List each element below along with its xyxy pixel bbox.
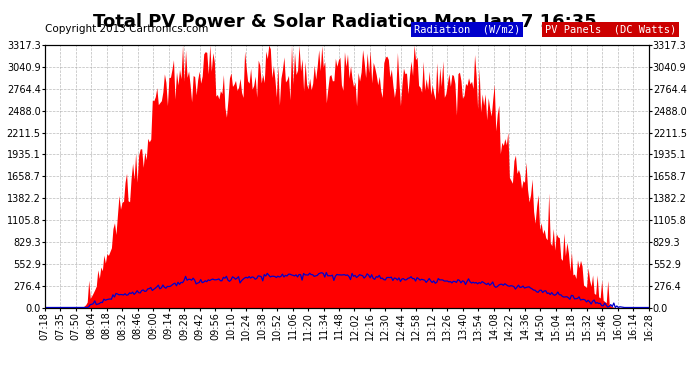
Text: PV Panels  (DC Watts): PV Panels (DC Watts) xyxy=(545,24,676,34)
Text: Radiation  (W/m2): Radiation (W/m2) xyxy=(414,24,520,34)
Text: Copyright 2013 Cartronics.com: Copyright 2013 Cartronics.com xyxy=(45,24,208,34)
Text: Total PV Power & Solar Radiation Mon Jan 7 16:35: Total PV Power & Solar Radiation Mon Jan… xyxy=(93,13,597,31)
